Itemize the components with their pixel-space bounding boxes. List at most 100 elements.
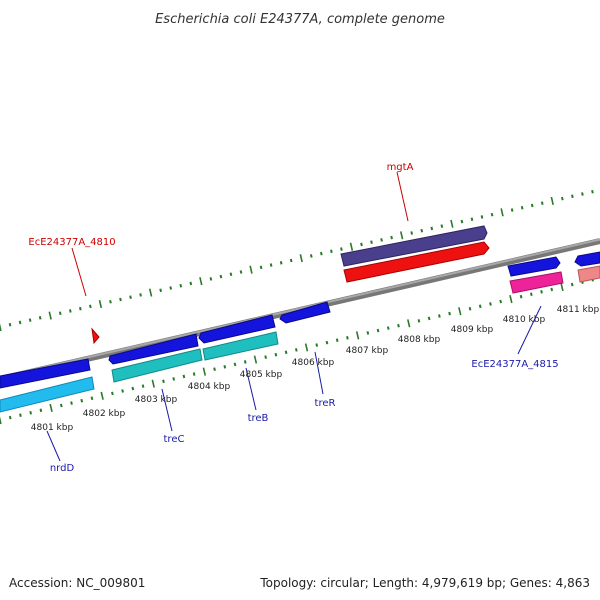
- outer-tick: [279, 261, 283, 265]
- gene-treR[interactable]: [279, 301, 331, 324]
- gene-treC[interactable]: [111, 348, 203, 383]
- inner-tick: [427, 316, 431, 321]
- outer-tick: [98, 299, 103, 309]
- kbp-label: 4804 kbp: [188, 382, 231, 392]
- label-treC[interactable]: treC: [164, 434, 185, 445]
- outer-tick: [560, 196, 564, 201]
- inner-tick: [315, 343, 319, 347]
- inner-tick: [489, 302, 492, 306]
- outer-tick: [470, 217, 474, 222]
- outer-tick: [380, 238, 383, 242]
- outer-tick: [28, 318, 32, 322]
- inner-tick: [223, 365, 227, 369]
- label-ece4815[interactable]: EcE24377A_4815: [471, 359, 558, 370]
- inner-tick: [294, 348, 298, 352]
- kbp-label: 4801 kbp: [31, 423, 74, 433]
- inner-tick: [131, 386, 135, 391]
- gene-mgtA[interactable]: [340, 225, 488, 267]
- inner-tick: [29, 410, 32, 415]
- outer-tick: [540, 201, 544, 205]
- callout-ece4810: [71, 247, 87, 297]
- inner-tick: [111, 391, 114, 396]
- inner-tick: [478, 304, 482, 309]
- label-ece4810[interactable]: EcE24377A_4810: [28, 237, 115, 248]
- outer-tick: [571, 194, 574, 199]
- inner-tick: [100, 391, 104, 400]
- callout-lines: [46, 171, 542, 462]
- outer-tick: [18, 320, 22, 325]
- genome-backbone-highlight: [0, 238, 600, 379]
- label-treB[interactable]: treB: [248, 413, 269, 424]
- inner-tick: [509, 295, 513, 304]
- outer-tick: [229, 272, 233, 277]
- gene-blue-reverse-2[interactable]: [198, 314, 276, 344]
- genome-summary-text: Topology: circular; Length: 4,979,619 bp…: [259, 576, 590, 590]
- outer-tick: [319, 251, 323, 256]
- kbp-label: 4805 kbp: [240, 370, 283, 380]
- inner-tick: [151, 379, 155, 388]
- forward-genes: [340, 225, 600, 294]
- outer-tick: [119, 297, 122, 302]
- gene-blue-left[interactable]: [0, 358, 91, 389]
- outer-tick: [460, 219, 464, 224]
- outer-tick: [239, 270, 243, 274]
- gene-blue-edge[interactable]: [574, 251, 600, 267]
- kbp-label: 4809 kbp: [451, 325, 494, 335]
- outer-tick: [450, 219, 454, 228]
- inner-tick: [448, 311, 451, 316]
- outer-tick: [209, 277, 213, 281]
- outer-tick: [269, 263, 273, 267]
- inner-tick: [19, 413, 22, 417]
- outer-tick: [148, 288, 153, 297]
- inner-tick: [59, 403, 63, 408]
- gene-salmon[interactable]: [577, 265, 600, 283]
- inner-tick: [264, 355, 268, 359]
- gene-pink[interactable]: [509, 271, 564, 294]
- outer-tick: [48, 311, 52, 320]
- label-mgtA[interactable]: mgtA: [387, 162, 414, 173]
- inner-tick: [570, 282, 574, 287]
- gene-treB[interactable]: [202, 331, 279, 361]
- inner-tick: [162, 379, 165, 384]
- gene-nrdD[interactable]: [0, 376, 95, 413]
- gene-blue-reverse-1[interactable]: [108, 333, 199, 365]
- inner-tick: [233, 362, 237, 367]
- label-nrdD[interactable]: nrdD: [50, 463, 75, 474]
- inner-tick: [121, 389, 124, 393]
- inner-tick: [335, 338, 339, 342]
- inner-tick: [468, 306, 472, 311]
- outer-tick: [189, 281, 193, 286]
- kbp-label: 4806 kbp: [292, 358, 335, 368]
- outer-tick: [480, 215, 484, 219]
- inner-tick: [172, 377, 176, 381]
- outer-tick: [199, 277, 203, 286]
- gene-red-small[interactable]: [91, 327, 100, 345]
- outer-tick: [390, 235, 393, 240]
- callout-treB: [245, 367, 257, 411]
- inner-tick: [417, 319, 421, 323]
- callout-mgtA: [396, 171, 409, 222]
- inner-tick: [397, 323, 400, 328]
- inner-tick: [49, 403, 53, 412]
- inner-tick: [325, 340, 329, 345]
- outer-tick: [581, 192, 584, 196]
- outer-tick-track: [0, 189, 594, 332]
- gene-red-forward[interactable]: [343, 241, 490, 283]
- kbp-label: 4803 kbp: [135, 395, 178, 405]
- outer-tick: [591, 189, 594, 194]
- inner-tick: [213, 367, 216, 372]
- label-treR[interactable]: treR: [315, 398, 336, 409]
- inner-tick: [80, 398, 84, 403]
- inner-tick: [192, 372, 196, 376]
- map-title: Escherichia coli E24377A, complete genom…: [155, 12, 445, 27]
- outer-tick: [79, 306, 82, 311]
- inner-tick: [499, 299, 503, 304]
- gene-blue-forward-right[interactable]: [507, 256, 561, 277]
- kbp-scale: 4801 kbp 4802 kbp 4803 kbp 4804 kbp 4805…: [31, 305, 600, 433]
- outer-tick: [370, 240, 373, 244]
- kbp-label: 4802 kbp: [83, 409, 126, 419]
- outer-tick: [490, 212, 494, 217]
- kbp-label: 4808 kbp: [398, 335, 441, 345]
- outer-tick: [309, 254, 313, 258]
